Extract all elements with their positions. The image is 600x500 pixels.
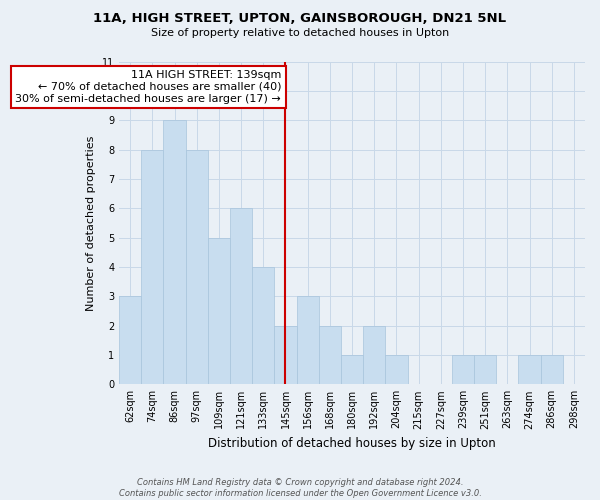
Bar [341,355,363,384]
Bar [119,296,141,384]
Bar [252,267,274,384]
Y-axis label: Number of detached properties: Number of detached properties [86,135,97,310]
Bar [141,150,163,384]
Bar [274,326,296,384]
Bar [452,355,474,384]
Bar [163,120,185,384]
Bar [474,355,496,384]
Bar [518,355,541,384]
Text: 11A HIGH STREET: 139sqm
← 70% of detached houses are smaller (40)
30% of semi-de: 11A HIGH STREET: 139sqm ← 70% of detache… [16,70,281,104]
Bar [185,150,208,384]
Bar [363,326,385,384]
Bar [230,208,252,384]
Bar [385,355,407,384]
Bar [296,296,319,384]
Text: 11A, HIGH STREET, UPTON, GAINSBOROUGH, DN21 5NL: 11A, HIGH STREET, UPTON, GAINSBOROUGH, D… [94,12,506,26]
Bar [319,326,341,384]
Text: Size of property relative to detached houses in Upton: Size of property relative to detached ho… [151,28,449,38]
Text: Contains HM Land Registry data © Crown copyright and database right 2024.
Contai: Contains HM Land Registry data © Crown c… [119,478,481,498]
Bar [541,355,563,384]
X-axis label: Distribution of detached houses by size in Upton: Distribution of detached houses by size … [208,437,496,450]
Bar [208,238,230,384]
